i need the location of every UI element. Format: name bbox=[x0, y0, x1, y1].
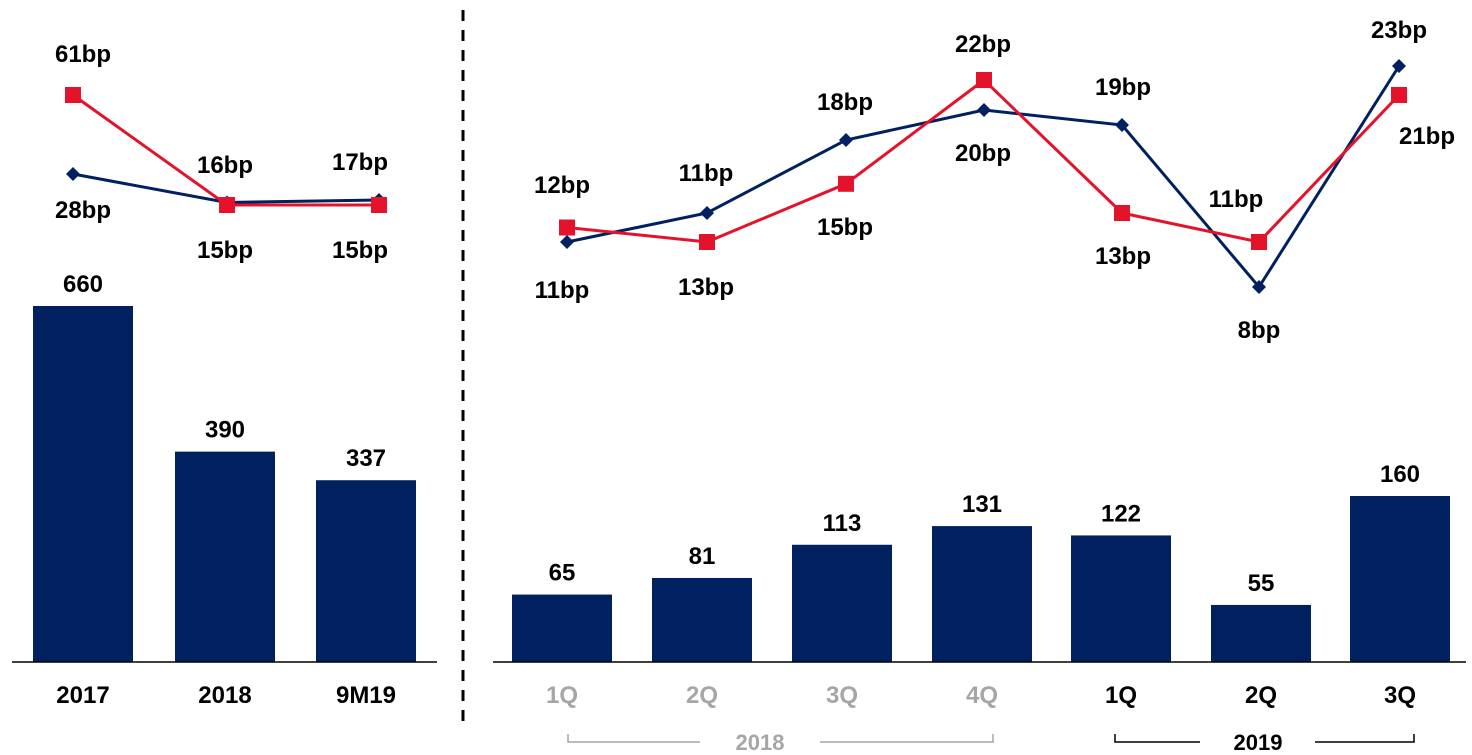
bar-quarterly-0 bbox=[512, 594, 612, 662]
line-label-quarterly: 18bp bbox=[817, 89, 873, 116]
x-tick-quarterly: 1Q bbox=[546, 682, 578, 709]
bar-quarterly-3 bbox=[932, 526, 1032, 662]
x-tick-quarterly: 1Q bbox=[1105, 682, 1137, 709]
group-label-bg-2018 bbox=[700, 728, 820, 755]
marker-square bbox=[1251, 234, 1267, 250]
bar-value-label-quarterly: 55 bbox=[1248, 570, 1275, 597]
x-tick-quarterly: 4Q bbox=[966, 682, 998, 709]
marker-diamond bbox=[560, 235, 574, 249]
marker-square bbox=[219, 197, 235, 213]
bar-value-label-quarterly: 113 bbox=[823, 510, 862, 537]
line-label-quarterly: 21bp bbox=[1399, 123, 1455, 150]
bar-annual-2 bbox=[316, 480, 416, 662]
bar-value-label-quarterly: 160 bbox=[1380, 461, 1420, 488]
group-label-bg-2019 bbox=[1200, 728, 1315, 755]
line-label-annual: 15bp bbox=[197, 237, 253, 264]
marker-square bbox=[838, 175, 854, 192]
bar-quarterly-1 bbox=[652, 577, 752, 662]
marker-diamond bbox=[66, 167, 80, 181]
line-label-quarterly: 15bp bbox=[817, 214, 873, 241]
marker-diamond bbox=[1392, 59, 1406, 73]
bar-value-label-annual: 660 bbox=[63, 271, 103, 298]
bar-quarterly-5 bbox=[1211, 604, 1311, 662]
marker-square bbox=[976, 72, 992, 88]
line-label-annual: 16bp bbox=[197, 152, 253, 179]
line-label-quarterly: 8bp bbox=[1238, 317, 1281, 344]
line-label-quarterly: 11bp bbox=[1209, 186, 1264, 213]
x-tick-annual: 2018 bbox=[198, 682, 251, 709]
marker-diamond bbox=[1252, 280, 1266, 294]
line-label-annual: 17bp bbox=[332, 149, 388, 176]
line-label-quarterly: 22bp bbox=[955, 31, 1011, 58]
x-tick-annual: 9M19 bbox=[336, 682, 396, 709]
marker-diamond bbox=[839, 133, 853, 147]
line-label-annual: 61bp bbox=[55, 41, 111, 68]
bar-value-label-annual: 337 bbox=[346, 445, 386, 472]
line-label-annual: 28bp bbox=[55, 197, 111, 224]
x-tick-quarterly: 3Q bbox=[1384, 682, 1416, 709]
marker-diamond bbox=[700, 206, 714, 220]
line-label-quarterly: 13bp bbox=[1095, 243, 1151, 270]
line-label-quarterly: 11bp bbox=[679, 160, 734, 187]
marker-square bbox=[1114, 205, 1130, 221]
bar-quarterly-2 bbox=[792, 544, 892, 662]
bar-value-label-quarterly: 65 bbox=[549, 560, 576, 587]
marker-square bbox=[559, 219, 575, 236]
bar-value-label-quarterly: 131 bbox=[962, 491, 1002, 518]
x-tick-quarterly: 3Q bbox=[826, 682, 858, 709]
group-label-2019: 2019 bbox=[1234, 730, 1283, 755]
line-label-quarterly: 11bp bbox=[535, 277, 590, 304]
bar-quarterly-4 bbox=[1071, 535, 1171, 662]
x-tick-annual: 2017 bbox=[56, 682, 109, 709]
bar-value-label-quarterly: 122 bbox=[1101, 500, 1141, 527]
bar-annual-1 bbox=[175, 451, 275, 662]
x-tick-quarterly: 2Q bbox=[1245, 682, 1277, 709]
line-label-quarterly: 20bp bbox=[955, 140, 1011, 167]
line-label-annual: 15bp bbox=[332, 237, 388, 264]
marker-diamond bbox=[1115, 118, 1129, 132]
group-label-2018: 2018 bbox=[736, 730, 785, 755]
line-label-quarterly: 13bp bbox=[678, 274, 734, 301]
bar-value-label-quarterly: 81 bbox=[689, 543, 716, 570]
line-label-quarterly: 23bp bbox=[1371, 17, 1427, 44]
line-label-quarterly: 12bp bbox=[534, 172, 590, 199]
marker-square bbox=[699, 234, 715, 250]
marker-square bbox=[371, 197, 387, 213]
bar-annual-0 bbox=[33, 305, 133, 662]
marker-square bbox=[1391, 87, 1407, 103]
marker-diamond bbox=[977, 103, 991, 117]
bar-value-label-annual: 390 bbox=[205, 417, 245, 444]
line-label-quarterly: 19bp bbox=[1095, 74, 1151, 101]
x-tick-quarterly: 2Q bbox=[686, 682, 718, 709]
bar-quarterly-6 bbox=[1350, 496, 1450, 662]
marker-square bbox=[65, 87, 81, 103]
